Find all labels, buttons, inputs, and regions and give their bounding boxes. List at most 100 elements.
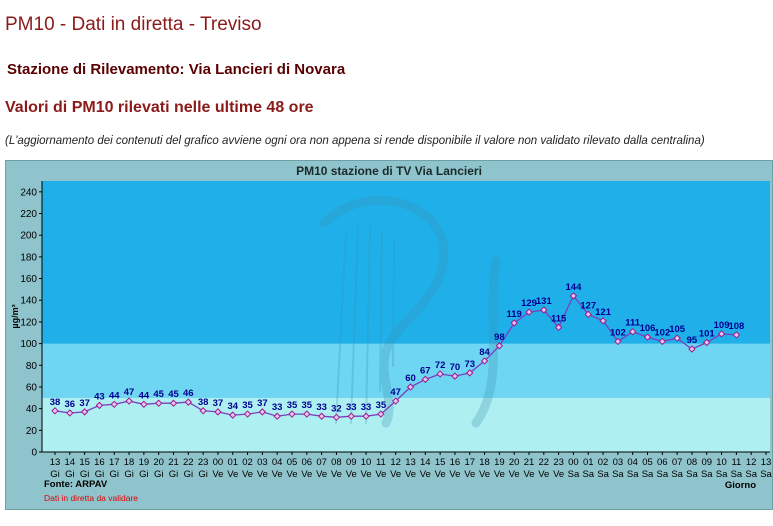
x-tick-label-hour: 06 <box>302 457 313 468</box>
data-point <box>303 410 311 418</box>
x-tick-label-hour: 20 <box>153 457 164 468</box>
disclaimer-label: Dati in diretta da validare <box>44 493 138 503</box>
data-label: 37 <box>257 398 268 409</box>
data-label: 121 <box>595 307 612 318</box>
x-tick-label-day: Sa <box>582 469 594 480</box>
data-label: 38 <box>50 397 61 408</box>
x-tick-label-day: Gi <box>154 469 164 480</box>
x-tick-label-hour: 11 <box>731 457 741 468</box>
data-label: 45 <box>153 389 164 400</box>
data-point <box>184 398 193 406</box>
x-tick-label-hour: 15 <box>79 457 90 468</box>
data-label: 33 <box>272 402 283 413</box>
y-tick-label: 240 <box>20 187 37 198</box>
data-point <box>510 319 518 327</box>
data-label: 32 <box>331 403 342 414</box>
x-tick-label-hour: 02 <box>242 457 253 468</box>
x-tick-label-day: Ve <box>553 469 564 480</box>
x-tick-label-hour: 07 <box>672 457 683 468</box>
x-tick-label-hour: 20 <box>509 457 520 468</box>
y-tick-label: 100 <box>20 339 37 350</box>
data-point <box>717 330 726 338</box>
data-point <box>421 375 430 384</box>
data-label: 34 <box>227 401 238 412</box>
data-point <box>628 327 637 336</box>
x-tick-label-hour: 00 <box>568 457 579 468</box>
x-tick-label-day: Sa <box>716 469 728 480</box>
data-point <box>495 342 504 350</box>
data-label: 46 <box>183 388 194 399</box>
x-tick-label-day: Ve <box>272 469 283 480</box>
data-label: 45 <box>168 389 179 400</box>
data-label: 84 <box>479 347 490 358</box>
harp-watermark-icon <box>319 196 501 428</box>
x-tick-label-day: Ve <box>242 469 253 480</box>
x-tick-label-hour: 18 <box>124 457 135 468</box>
x-tick-label-hour: 16 <box>94 457 105 468</box>
x-tick-label-hour: 04 <box>272 457 283 468</box>
data-point <box>169 399 178 407</box>
data-point <box>110 400 118 409</box>
station-heading: Stazione di Rilevamento: Via Lancieri di… <box>7 61 346 78</box>
x-tick-label-day: Ve <box>494 469 505 480</box>
data-point <box>80 408 89 416</box>
x-tick-label-day: Sa <box>731 469 743 480</box>
y-tick-label: 160 <box>20 274 37 285</box>
x-tick-label-hour: 17 <box>464 457 475 468</box>
data-point <box>273 412 281 420</box>
data-point <box>243 410 252 418</box>
x-tick-label-day: Sa <box>642 469 654 480</box>
x-tick-label-hour: 01 <box>227 457 238 468</box>
x-tick-label-hour: 14 <box>65 457 76 468</box>
x-tick-label-hour: 09 <box>346 457 357 468</box>
data-point <box>229 411 237 419</box>
x-tick-label-day: Gi <box>65 469 75 480</box>
data-label: 33 <box>316 402 327 413</box>
update-note: (L'aggiornamento dei contenuti del grafi… <box>5 135 705 147</box>
x-tick-label-day: Ve <box>405 469 416 480</box>
x-tick-label-day: Ve <box>257 469 268 480</box>
x-tick-label-day: Gi <box>124 469 134 480</box>
x-tick-label-hour: 03 <box>613 457 624 468</box>
data-point <box>584 310 592 319</box>
y-axis-label: µg/m³ <box>10 304 20 328</box>
x-tick-label-day: Ve <box>479 469 490 480</box>
x-tick-label-hour: 00 <box>213 457 224 468</box>
data-label: 106 <box>640 323 656 334</box>
data-point <box>199 407 207 415</box>
x-tick-label-day: Ve <box>390 469 401 480</box>
data-point <box>525 308 533 316</box>
y-tick-label: 140 <box>20 296 37 307</box>
data-label: 108 <box>728 321 744 332</box>
data-label: 38 <box>198 397 209 408</box>
x-tick-label-day: Sa <box>686 469 698 480</box>
data-label: 37 <box>79 398 90 409</box>
x-tick-label-day: Ve <box>420 469 431 480</box>
x-tick-label-hour: 12 <box>390 457 401 468</box>
data-point <box>347 412 355 420</box>
y-tick-label: 200 <box>20 231 37 242</box>
data-label: 35 <box>376 400 387 411</box>
x-tick-label-hour: 21 <box>168 457 179 468</box>
data-point <box>569 292 578 300</box>
page-title: PM10 - Dati in diretta - Treviso <box>5 14 262 35</box>
data-point <box>362 412 370 420</box>
data-label: 131 <box>536 296 553 307</box>
data-label: 33 <box>346 402 357 413</box>
x-tick-label-hour: 12 <box>746 457 757 468</box>
data-point <box>391 397 400 405</box>
y-tick-label: 80 <box>26 361 38 372</box>
data-label: 109 <box>714 320 730 331</box>
y-tick-label: 180 <box>20 252 37 263</box>
data-point <box>332 413 341 422</box>
data-label: 35 <box>287 400 298 411</box>
x-tick-label-day: Ve <box>361 469 372 480</box>
x-tick-label-day: Sa <box>627 469 639 480</box>
x-tick-label-hour: 10 <box>716 457 727 468</box>
source-label: Fonte: ARPAV <box>44 479 108 490</box>
x-tick-label-day: Ve <box>286 469 297 480</box>
x-tick-label-hour: 09 <box>701 457 712 468</box>
data-label: 60 <box>405 373 416 384</box>
data-point <box>658 337 667 346</box>
y-tick-label: 220 <box>20 209 37 220</box>
